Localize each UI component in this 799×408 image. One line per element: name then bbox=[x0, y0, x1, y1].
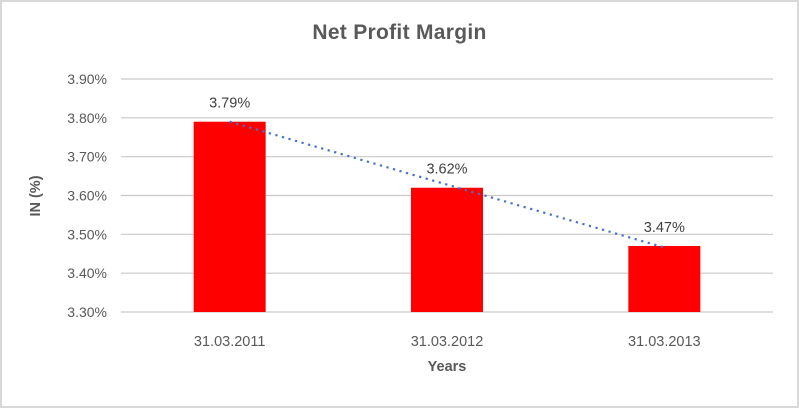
x-axis-title: Years bbox=[427, 359, 467, 375]
y-tick-label: 3.50% bbox=[67, 226, 107, 242]
bar-data-label: 3.62% bbox=[426, 162, 467, 178]
bar bbox=[411, 187, 483, 312]
y-tick-label: 3.90% bbox=[67, 71, 107, 87]
y-tick-label: 3.70% bbox=[67, 149, 107, 165]
trendline bbox=[229, 120, 665, 249]
y-tick-label: 3.80% bbox=[67, 110, 107, 126]
chart-title: Net Profit Margin bbox=[312, 21, 487, 44]
x-category-label: 31.03.2012 bbox=[411, 334, 484, 350]
bar-data-label: 3.47% bbox=[644, 220, 685, 236]
bar bbox=[628, 245, 701, 312]
y-tick-label: 3.60% bbox=[67, 188, 107, 204]
x-category-label: 31.03.2011 bbox=[194, 334, 266, 350]
bar bbox=[193, 121, 266, 312]
bar-data-label: 3.79% bbox=[209, 96, 250, 112]
y-tick-label: 3.40% bbox=[67, 265, 107, 281]
y-tick-label: 3.30% bbox=[67, 304, 107, 320]
x-category-label: 31.03.2013 bbox=[628, 334, 701, 350]
